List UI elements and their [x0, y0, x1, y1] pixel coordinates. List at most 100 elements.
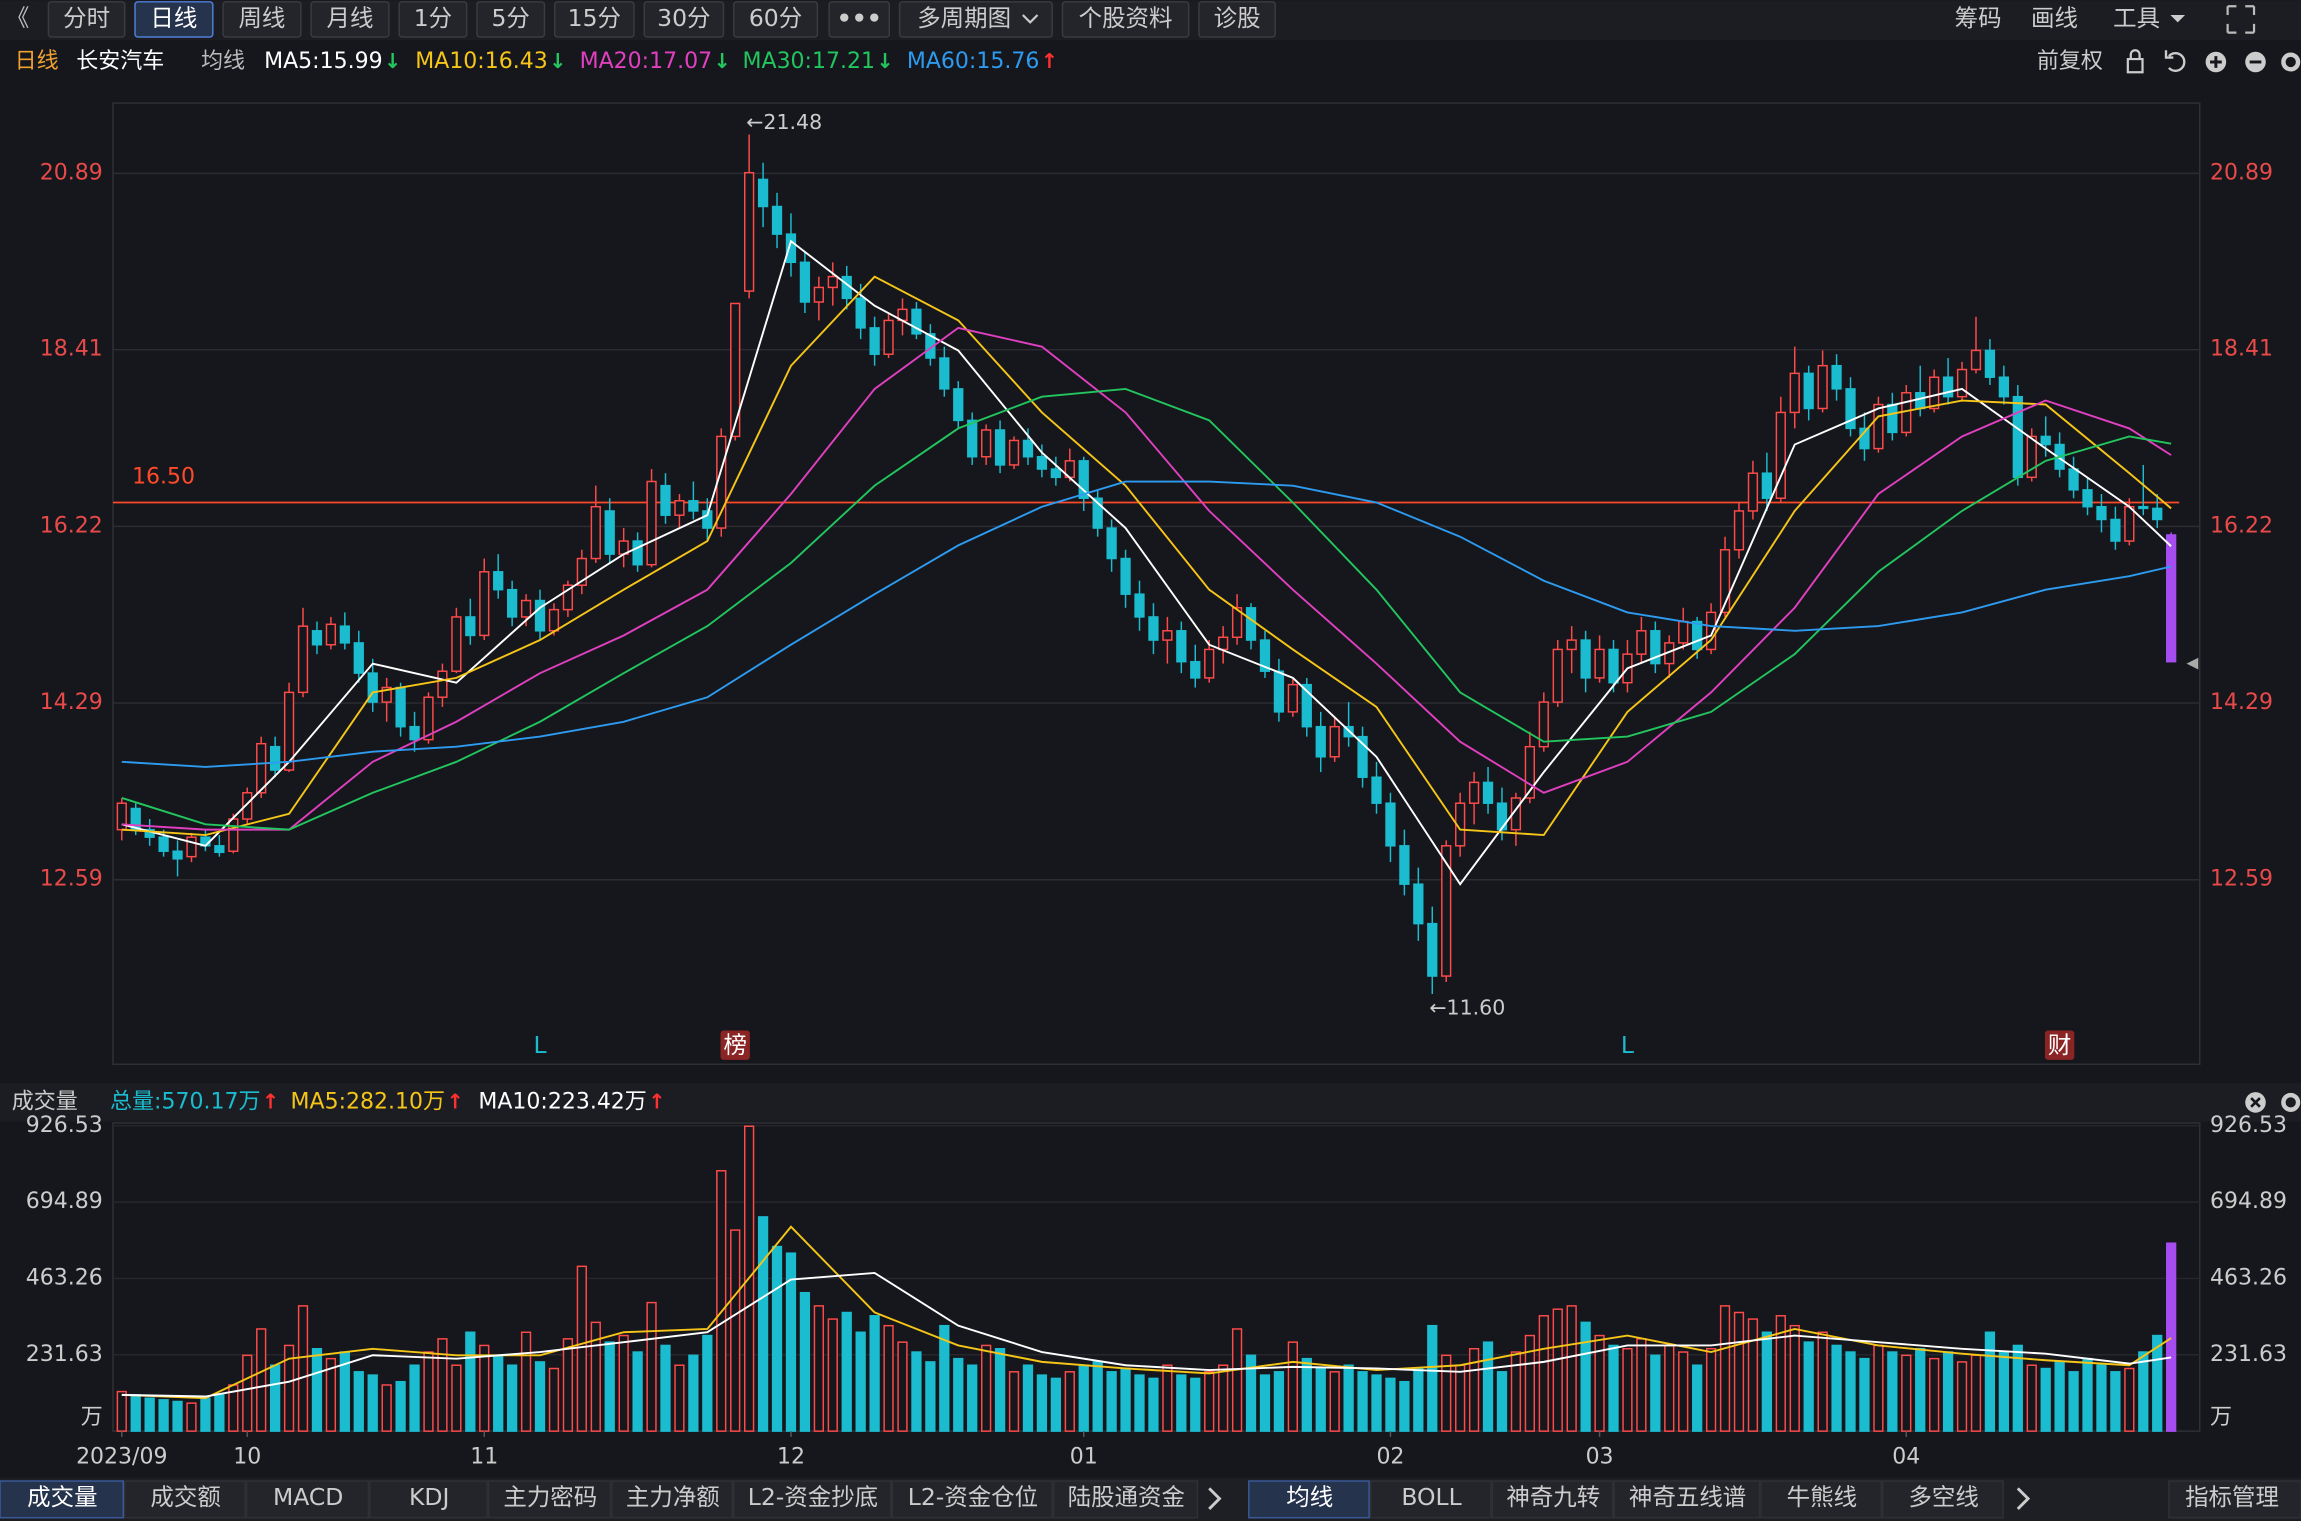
volume-bar — [1510, 1351, 1522, 1432]
volume-bar — [897, 1341, 908, 1432]
indicator-tab[interactable]: 多空线 — [1908, 1483, 1978, 1511]
event-marker[interactable]: L — [1621, 1031, 1634, 1059]
candle-body — [1134, 593, 1145, 618]
candle-body — [1148, 616, 1159, 641]
candle-body — [325, 623, 337, 646]
tool-button[interactable]: 筹码 — [1955, 4, 2002, 32]
volume-bar — [1956, 1361, 1968, 1432]
indicator-tab[interactable]: 神奇九转 — [1506, 1483, 1600, 1511]
volume-bar — [1371, 1374, 1382, 1432]
tab-button[interactable]: 15分 — [568, 4, 621, 32]
fullscreen-icon[interactable] — [2226, 5, 2256, 34]
tab-button[interactable]: 30分 — [657, 4, 710, 32]
volume-bar — [994, 1348, 1006, 1432]
tab-button[interactable]: 多周期图 — [917, 4, 1011, 32]
indicator-tab[interactable]: 陆股通资金 — [1068, 1483, 1185, 1511]
volume-bar — [2026, 1364, 2037, 1432]
indicator-tab[interactable]: BOLL — [1401, 1483, 1461, 1511]
volume-bar — [1329, 1371, 1340, 1432]
tab-button[interactable]: ••• — [837, 4, 882, 32]
volume-bar — [1998, 1351, 2010, 1432]
y-tick-label-right: 694.89 — [2210, 1189, 2287, 1214]
volume-bar — [1845, 1351, 1856, 1432]
indicator-tab-bg — [487, 1480, 612, 1519]
tab-button[interactable]: 分时 — [63, 4, 110, 32]
ma-line — [121, 239, 2172, 886]
candle-body — [520, 599, 532, 618]
indicator-tab[interactable]: L2-资金仓位 — [908, 1483, 1038, 1511]
indicator-tab[interactable]: L2-资金抄底 — [748, 1483, 878, 1511]
scroll-arrow[interactable] — [2016, 1487, 2031, 1510]
event-marker[interactable]: 榜 — [723, 1031, 746, 1059]
volume-bar — [1622, 1348, 1633, 1432]
legend-arrow: ↓ — [549, 49, 566, 73]
x-tick-label: 04 — [1892, 1445, 1920, 1470]
indicator-tab[interactable]: 主力净额 — [626, 1483, 720, 1511]
tool-button[interactable]: 工具 — [2113, 4, 2160, 32]
tab-button[interactable]: 月线 — [327, 4, 374, 32]
indicator-manage[interactable]: 指标管理 — [2185, 1483, 2279, 1511]
y-tick-label: 926.53 — [26, 1113, 103, 1138]
volume-bar — [1524, 1334, 1535, 1432]
indicator-tab[interactable]: KDJ — [409, 1483, 449, 1511]
indicator-tab-bg — [369, 1480, 488, 1519]
tab-button-bg — [1061, 1, 1190, 38]
indicator-tab[interactable]: MACD — [273, 1483, 343, 1511]
indicator-tab[interactable]: 主力密码 — [503, 1483, 597, 1511]
zoom-in-plus — [2210, 56, 2222, 68]
volume-bar — [1134, 1374, 1145, 1432]
tab-button[interactable]: 个股资料 — [1079, 4, 1173, 32]
tool-button[interactable]: 画线 — [2031, 4, 2078, 32]
scroll-arrow[interactable] — [1208, 1487, 1222, 1510]
candle-body — [1552, 648, 1563, 703]
candle-body — [1218, 636, 1229, 651]
candle-body — [967, 419, 978, 458]
volume-bar — [1106, 1371, 1117, 1432]
settings-icon[interactable] — [2281, 52, 2301, 72]
tab-button[interactable]: 日线 — [150, 4, 197, 32]
candle-body — [451, 616, 462, 672]
volume-bar — [1427, 1324, 1438, 1432]
candle-body — [1705, 611, 1717, 651]
y-tick-label-right: 18.41 — [2210, 337, 2273, 362]
back-button[interactable]: 《 — [6, 4, 29, 32]
tab-button-bg — [398, 1, 468, 38]
volume-bar — [1385, 1377, 1396, 1432]
volume-bar — [1204, 1371, 1215, 1432]
volume-bar — [158, 1399, 169, 1432]
volume-bar — [1803, 1341, 1814, 1432]
event-marker[interactable]: L — [533, 1031, 546, 1059]
ma-line — [121, 480, 2172, 768]
tab-button-bg — [310, 1, 390, 38]
candle-body — [953, 388, 964, 422]
volume-bar — [479, 1344, 490, 1432]
candle-body — [785, 233, 797, 264]
volume-bar — [1050, 1377, 1061, 1432]
tab-button[interactable]: 5分 — [491, 4, 529, 32]
volume-bar — [311, 1348, 323, 1432]
candle-body — [827, 275, 838, 289]
volume-bar — [1705, 1348, 1717, 1432]
adjust-mode[interactable]: 前复权 — [2037, 49, 2103, 74]
volume-bar — [214, 1394, 225, 1432]
indicator-tab[interactable]: 牛熊线 — [1787, 1483, 1857, 1511]
settings-icon[interactable] — [2281, 1092, 2301, 1112]
volume-bar — [144, 1397, 155, 1432]
indicator-tab-bg — [611, 1480, 734, 1519]
legend-entry: MA5:282.10万 — [291, 1089, 445, 1114]
indicator-tab[interactable]: 成交额 — [150, 1483, 220, 1511]
indicator-tab[interactable]: 均线 — [1286, 1483, 1333, 1511]
tab-button[interactable]: 周线 — [238, 4, 285, 32]
candle-body — [1008, 439, 1020, 466]
candle-body — [311, 630, 323, 646]
tab-button[interactable]: 60分 — [749, 4, 802, 32]
indicator-tab[interactable]: 神奇五线谱 — [1629, 1483, 1746, 1511]
volume-bar — [1608, 1344, 1619, 1432]
candle-body — [395, 686, 406, 728]
indicator-tab[interactable]: 成交量 — [27, 1483, 97, 1511]
indicator-tab-bg — [1248, 1480, 1370, 1519]
tab-button[interactable]: 诊股 — [1214, 4, 1261, 32]
event-marker[interactable]: 财 — [2048, 1031, 2071, 1059]
tab-button[interactable]: 1分 — [414, 4, 452, 32]
candle-body — [771, 205, 783, 235]
